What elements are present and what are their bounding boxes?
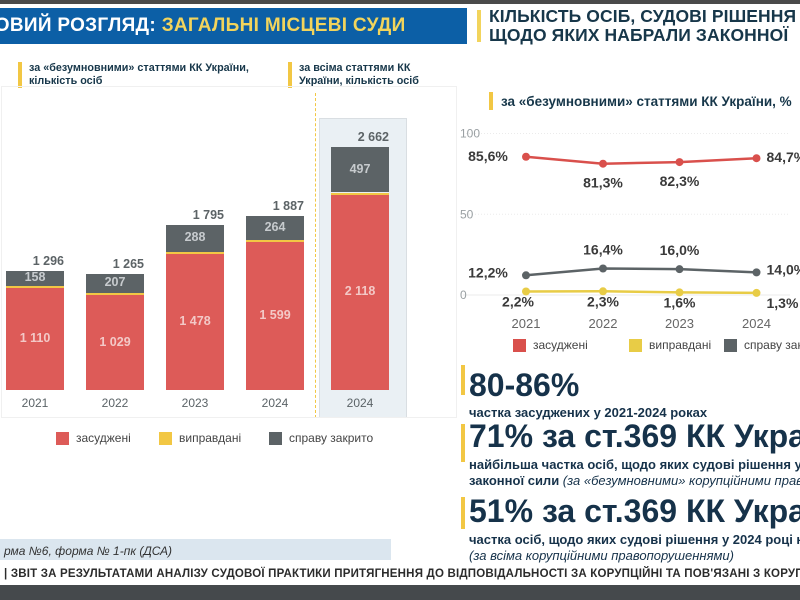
svg-text:1,3%: 1,3% [767, 295, 799, 311]
svg-text:16,4%: 16,4% [583, 242, 623, 258]
svg-text:100: 100 [460, 127, 480, 141]
svg-text:16,0%: 16,0% [660, 242, 700, 258]
svg-text:84,7%: 84,7% [767, 149, 800, 165]
svg-text:2022: 2022 [589, 316, 618, 331]
svg-text:2,3%: 2,3% [587, 293, 619, 309]
svg-text:81,3%: 81,3% [583, 175, 623, 191]
svg-text:2023: 2023 [665, 316, 694, 331]
svg-text:2,2%: 2,2% [502, 293, 534, 309]
svg-text:1,6%: 1,6% [664, 294, 696, 310]
svg-text:85,6%: 85,6% [468, 148, 508, 164]
svg-text:14,0%: 14,0% [767, 261, 800, 277]
svg-text:82,3%: 82,3% [660, 173, 700, 189]
svg-text:12,2%: 12,2% [468, 264, 508, 280]
svg-text:0: 0 [460, 288, 467, 302]
svg-text:2021: 2021 [512, 316, 541, 331]
svg-text:50: 50 [460, 207, 474, 221]
svg-text:2024: 2024 [742, 316, 771, 331]
